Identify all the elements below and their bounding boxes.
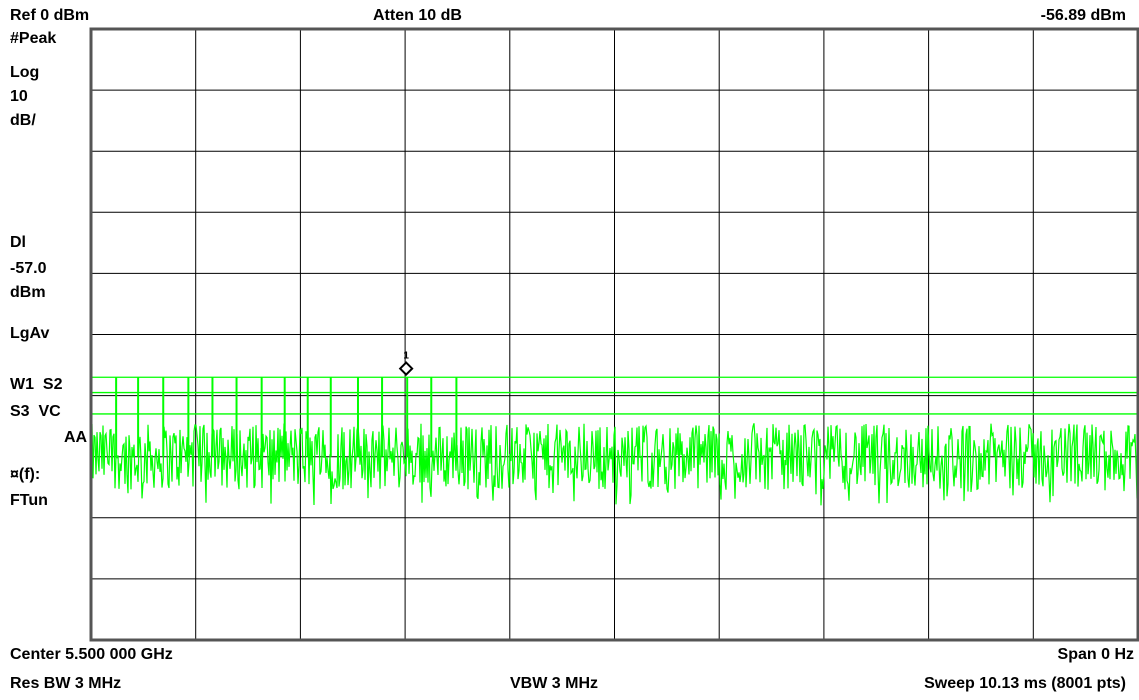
function-value: FTun — [10, 492, 48, 509]
res-bw-label: Res BW 3 MHz — [10, 675, 122, 692]
marker-diamond-icon — [398, 361, 414, 377]
noise-floor-trace — [90, 423, 1139, 506]
scale-type-label: Log — [10, 64, 40, 81]
marker: 1 — [398, 351, 414, 377]
trace — [90, 377, 1139, 506]
display-line-value: -57.0 — [10, 260, 47, 277]
detector-label: #Peak — [10, 30, 57, 47]
attenuation-label: Atten 10 dB — [373, 7, 462, 24]
scale-value-label: 10 — [10, 88, 28, 105]
trace-state-line1: W1 S2 — [10, 376, 63, 393]
marker-number-label: 1 — [403, 351, 409, 362]
trace-state-line2: S3 VC — [10, 403, 61, 420]
center-frequency-label: Center 5.500 000 GHz — [10, 646, 173, 663]
trace-state-line3: AA — [64, 429, 88, 446]
span-label: Span 0 Hz — [1057, 646, 1134, 663]
display-line-label: Dl — [10, 234, 26, 251]
graticule — [91, 29, 1138, 640]
display-line-unit: dBm — [10, 284, 46, 301]
marker-readout: -56.89 dBm — [1040, 7, 1126, 24]
ref-level-label: Ref 0 dBm — [10, 7, 90, 24]
display-lines — [91, 376, 1138, 415]
function-label: ¤(f): — [10, 466, 41, 483]
averaging-label: LgAv — [10, 325, 50, 342]
sweep-label: Sweep 10.13 ms (8001 pts) — [924, 675, 1126, 692]
vbw-label: VBW 3 MHz — [510, 675, 598, 692]
plot-frame — [89, 27, 1139, 642]
scale-unit-label: dB/ — [10, 112, 36, 129]
